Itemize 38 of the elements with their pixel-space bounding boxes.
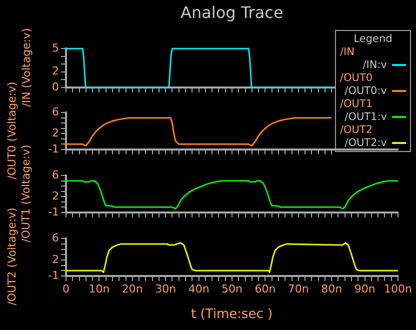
legend-title: /OUT2 [340, 124, 374, 137]
y-axis-title: /OUT0 (Voltage:v) [5, 81, 18, 179]
y-tick-label: 6 [52, 168, 59, 182]
text: Legend [352, 32, 394, 46]
y-tick-label: 6 [52, 231, 59, 244]
x-tick-label: 0 [62, 282, 70, 296]
y-tick-label: 2 [52, 252, 59, 266]
y-tick-label: -1 [48, 142, 59, 156]
y-axis-title: /OUT1 (Voltage:v) [19, 144, 32, 242]
legend-label: /OUT2:v [344, 137, 387, 149]
y-tick-label: -1 [48, 268, 59, 282]
y-axis-title: /IN (Voltage:v) [19, 28, 32, 106]
x-axis-title: t (Time:sec ) [191, 307, 273, 322]
legend-title: /IN [340, 46, 356, 59]
legend-title: /OUT1 [340, 98, 374, 111]
x-tick-label: 50n [222, 282, 243, 296]
legend-label: /OUT1:v [344, 111, 387, 123]
legend-label: /IN:v [362, 59, 387, 71]
x-tick-label: 30n [155, 282, 176, 296]
y-tick-label: 2 [52, 64, 59, 78]
y-tick-label: -1 [48, 205, 59, 218]
x-tick-label: 10n [88, 282, 110, 296]
x-tick-label: 90n [354, 282, 376, 296]
x-tick-label: 60n [254, 282, 276, 296]
y-tick-label: 6 [52, 105, 59, 118]
legend-title: /OUT0 [340, 72, 374, 85]
x-tick-label: 80n [321, 282, 342, 296]
x-tick-label: 20n [122, 282, 143, 296]
y-tick-label: 2 [52, 189, 59, 202]
legend-label: /OUT0:v [344, 85, 387, 97]
y-tick-label: 0 [52, 80, 59, 94]
y-tick-label: 2 [52, 126, 59, 140]
x-tick-label: 100n [384, 282, 412, 296]
chart-title: Analog Trace [180, 3, 284, 22]
x-tick-label: 70n [288, 282, 309, 296]
y-axis-title: /OUT2 (Voltage:v) [5, 207, 18, 305]
x-tick-label: 40n [188, 282, 210, 296]
y-tick-label: 5 [52, 41, 59, 54]
